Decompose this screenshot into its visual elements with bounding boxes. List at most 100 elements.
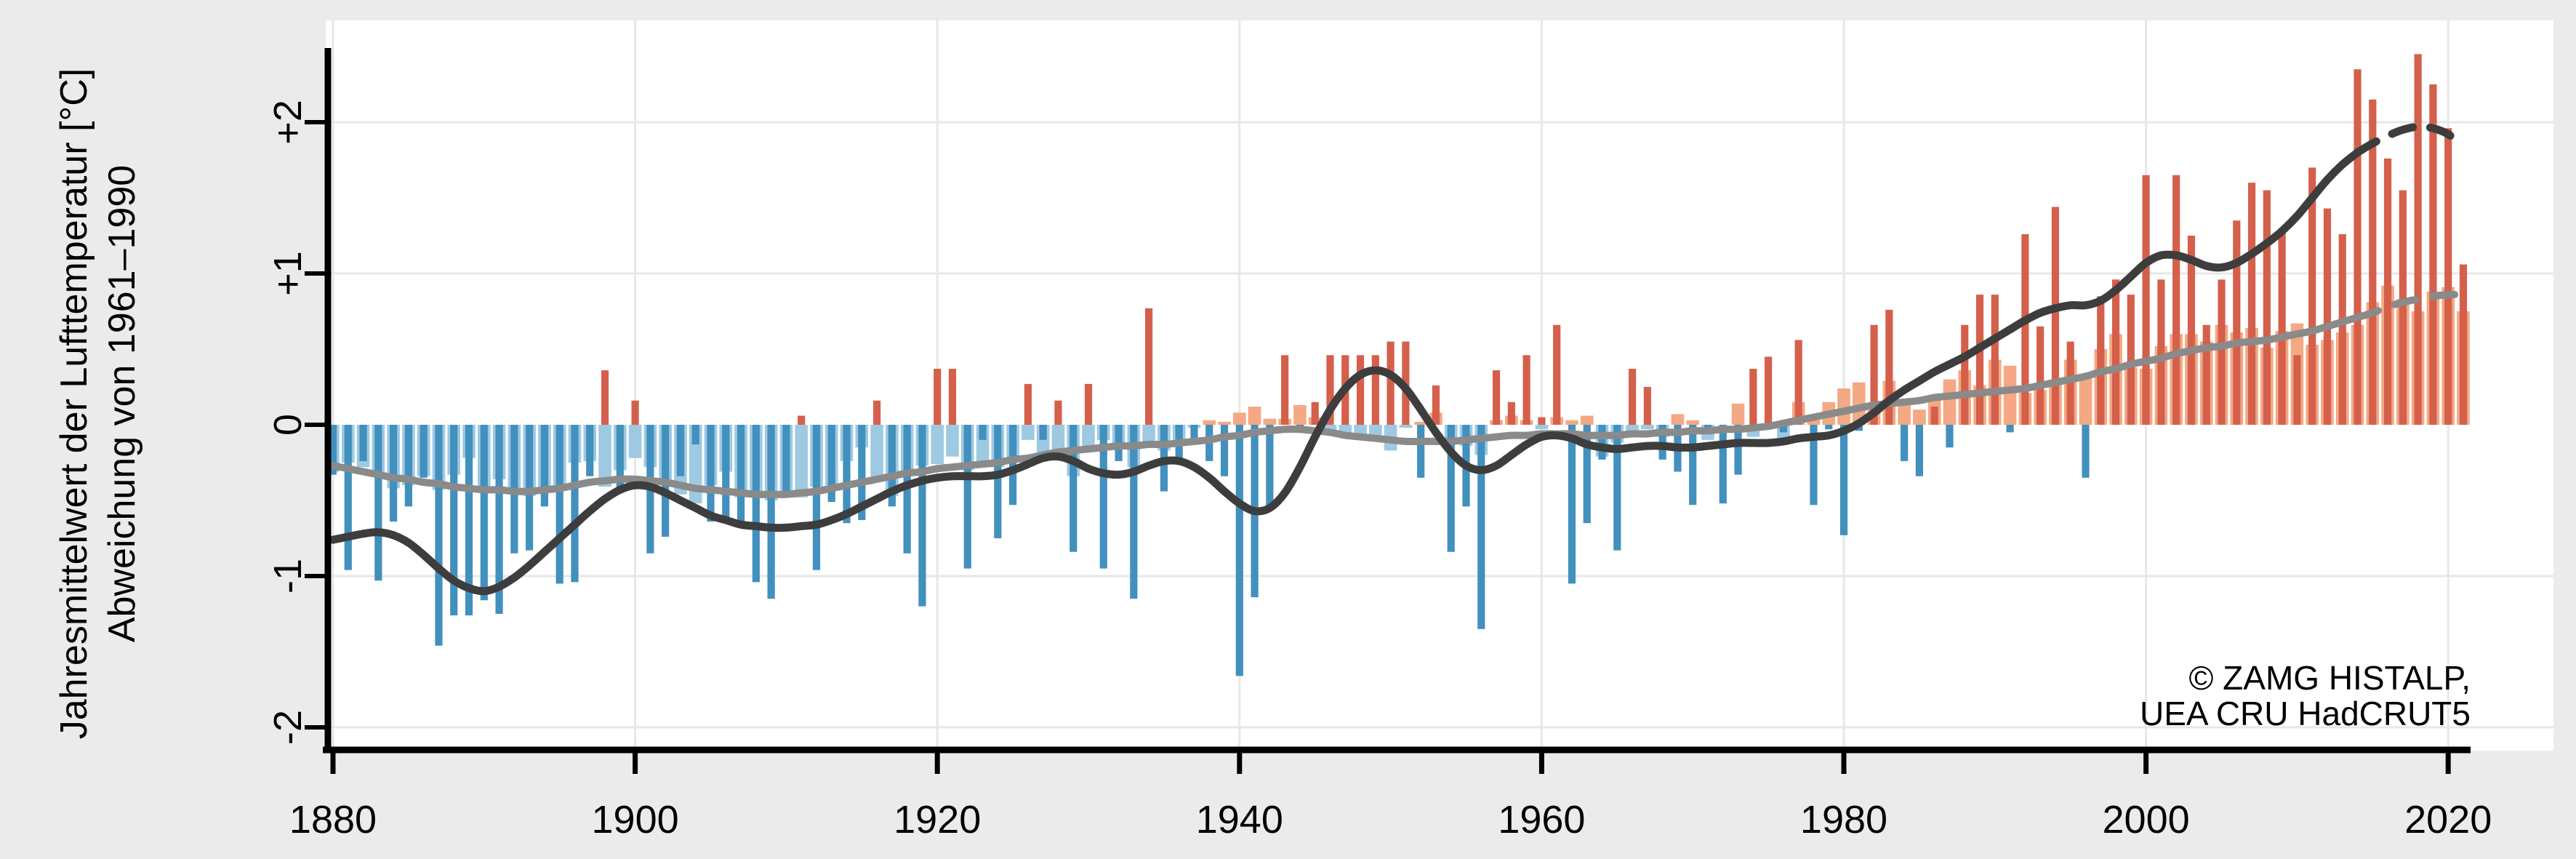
narrow-annual-bar: [540, 425, 549, 507]
wide-annual-bar: [628, 425, 642, 458]
narrow-annual-bar: [555, 425, 563, 584]
narrow-annual-bar: [2187, 236, 2196, 425]
narrow-annual-bar: [2172, 175, 2180, 425]
narrow-annual-bar: [1991, 295, 1999, 425]
narrow-annual-bar: [2021, 233, 2029, 425]
narrow-annual-bar: [752, 425, 760, 583]
wide-annual-bar: [1203, 420, 1216, 425]
narrow-annual-bar: [420, 425, 428, 478]
wide-annual-bar: [1837, 388, 1850, 425]
wide-annual-bar: [1565, 420, 1578, 425]
narrow-annual-bar: [465, 425, 473, 616]
narrow-annual-bar: [1765, 356, 1773, 425]
wide-annual-bar: [1263, 418, 1277, 425]
wide-annual-bar: [1142, 425, 1155, 445]
narrow-annual-bar: [2082, 425, 2090, 478]
narrow-annual-bar: [495, 425, 503, 614]
narrow-annual-bar: [1825, 425, 1833, 430]
narrow-annual-bar: [616, 425, 624, 493]
wide-annual-bar: [2079, 376, 2093, 425]
wide-annual-bar: [1641, 425, 1654, 430]
narrow-annual-bar: [1371, 355, 1379, 425]
narrow-annual-bar: [1915, 425, 1923, 476]
narrow-annual-bar: [1975, 295, 1984, 425]
narrow-annual-bar: [1613, 425, 1621, 551]
smoothed-dark-curve-dashed: [2354, 122, 2468, 157]
narrow-annual-bar: [2399, 190, 2407, 425]
narrow-annual-bar: [1810, 425, 1818, 506]
wide-annual-bar: [1248, 407, 1261, 425]
narrow-annual-bar: [1901, 425, 1909, 461]
narrow-annual-bar: [767, 425, 775, 599]
x-tick-label: 1900: [591, 798, 679, 842]
narrow-annual-bar: [344, 425, 352, 570]
narrow-annual-bar: [1084, 383, 1093, 425]
narrow-annual-bar: [1538, 417, 1546, 425]
wide-annual-bar: [1218, 421, 1231, 425]
narrow-annual-bar: [2127, 295, 2135, 425]
narrow-annual-bar: [359, 425, 367, 461]
narrow-annual-bar: [435, 425, 443, 646]
attribution-line1: © ZAMG HISTALP,: [2188, 659, 2471, 697]
narrow-annual-bar: [1190, 425, 1198, 440]
narrow-annual-bar: [1039, 425, 1047, 440]
wide-annual-bar: [1414, 421, 1427, 425]
narrow-annual-bar: [1235, 425, 1243, 676]
x-tick-label: 1940: [1195, 798, 1283, 842]
narrow-annual-bar: [722, 425, 730, 522]
narrow-annual-bar: [2097, 296, 2105, 425]
narrow-annual-bar: [1946, 425, 1954, 448]
narrow-annual-bar: [2247, 183, 2256, 425]
narrow-annual-bar: [1885, 309, 1893, 425]
narrow-annual-bar: [1930, 407, 1938, 425]
y-tick-label: -2: [266, 709, 310, 746]
narrow-annual-bar: [1356, 355, 1365, 425]
wide-annual-bar: [1022, 425, 1035, 440]
narrow-annual-bar: [1009, 425, 1017, 506]
wide-annual-bar: [1898, 404, 1911, 425]
narrow-annual-bar: [2006, 425, 2014, 433]
x-tick-label: 2000: [2102, 798, 2190, 842]
wide-annual-bar: [689, 425, 702, 504]
narrow-annual-bar: [1054, 400, 1062, 425]
x-tick-label: 1980: [1799, 798, 1888, 842]
wide-annual-bar: [931, 425, 944, 465]
y-tick-label: +2: [266, 100, 310, 145]
narrow-annual-bar: [1779, 425, 1787, 433]
narrow-annual-bar: [586, 425, 594, 476]
wide-annual-bar: [1913, 409, 1926, 425]
narrow-annual-bar: [994, 425, 1002, 538]
narrow-annual-bar: [1628, 369, 1637, 425]
narrow-annual-bar: [1598, 425, 1606, 460]
narrow-annual-bar: [1839, 425, 1848, 535]
wide-annual-bar: [870, 425, 883, 481]
narrow-annual-bar: [601, 370, 609, 425]
x-tick-label: 1920: [894, 798, 982, 842]
narrow-annual-bar: [571, 425, 579, 583]
narrow-annual-bar: [1130, 425, 1138, 599]
narrow-annual-bar: [2429, 84, 2437, 425]
narrow-annual-bar: [1281, 355, 1289, 425]
narrow-annual-bar: [1870, 324, 1878, 425]
narrow-annual-bar: [631, 400, 639, 425]
smoothed-dark-curve-solid: [329, 148, 2362, 596]
narrow-annual-bar: [872, 400, 881, 425]
narrow-annual-bar: [963, 425, 971, 569]
narrow-annual-bar: [1145, 308, 1153, 425]
narrow-annual-bar: [2037, 326, 2045, 425]
x-tick-label: 1880: [289, 798, 377, 842]
narrow-annual-bar: [1432, 385, 1440, 425]
narrow-annual-bar: [526, 425, 534, 551]
narrow-annual-bar: [2338, 233, 2346, 425]
narrow-annual-bar: [329, 425, 337, 475]
narrow-annual-bar: [1719, 425, 1727, 504]
narrow-annual-bar: [858, 425, 866, 521]
narrow-annual-bar: [1387, 341, 1395, 425]
attribution-line2: UEA CRU HadCRUT5: [2140, 694, 2471, 732]
narrow-annual-bar: [1417, 425, 1425, 478]
wide-annual-bar: [795, 425, 808, 498]
narrow-annual-bar: [1553, 324, 1561, 425]
narrow-annual-bar: [1447, 425, 1455, 552]
x-tick-label: 2020: [2404, 798, 2492, 842]
narrow-annual-bar: [404, 425, 412, 507]
